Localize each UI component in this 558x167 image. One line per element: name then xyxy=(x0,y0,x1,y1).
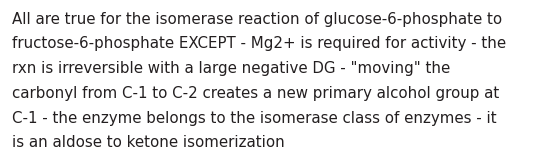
Text: carbonyl from C-1 to C-2 creates a new primary alcohol group at: carbonyl from C-1 to C-2 creates a new p… xyxy=(12,86,499,101)
Text: C-1 - the enzyme belongs to the isomerase class of enzymes - it: C-1 - the enzyme belongs to the isomeras… xyxy=(12,111,497,126)
Text: All are true for the isomerase reaction of glucose-6-phosphate to: All are true for the isomerase reaction … xyxy=(12,12,502,27)
Text: is an aldose to ketone isomerization: is an aldose to ketone isomerization xyxy=(12,135,285,150)
Text: rxn is irreversible with a large negative DG - "moving" the: rxn is irreversible with a large negativ… xyxy=(12,61,450,76)
Text: fructose-6-phosphate EXCEPT - Mg2+ is required for activity - the: fructose-6-phosphate EXCEPT - Mg2+ is re… xyxy=(12,36,506,51)
